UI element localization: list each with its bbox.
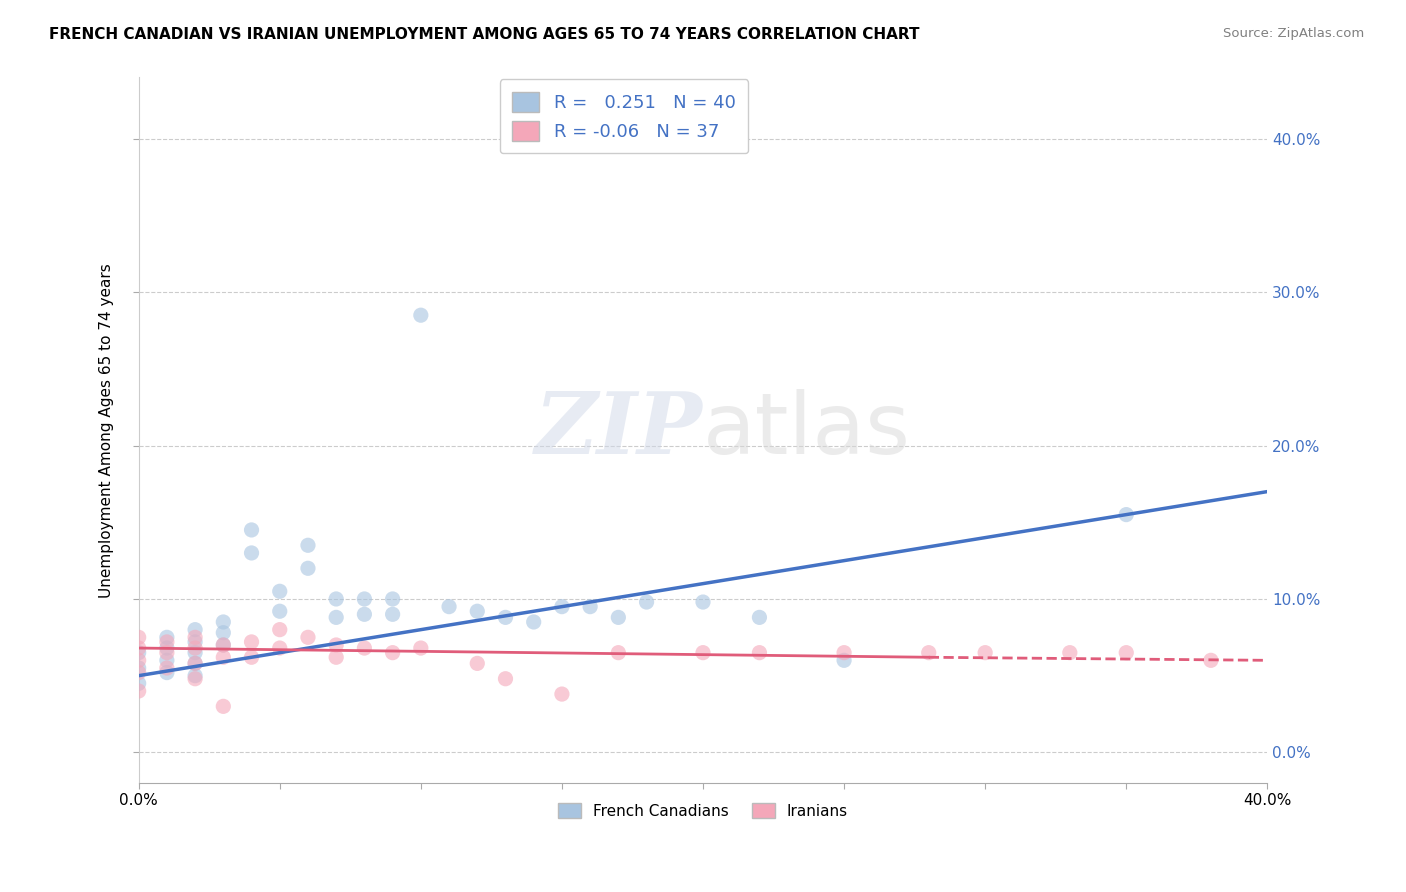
Text: atlas: atlas bbox=[703, 389, 911, 472]
Point bbox=[128, 641, 150, 656]
Point bbox=[325, 591, 347, 606]
Point bbox=[1115, 646, 1137, 660]
Point bbox=[409, 641, 432, 656]
Point bbox=[495, 610, 517, 624]
Point bbox=[269, 584, 291, 599]
Point bbox=[381, 607, 404, 622]
Point bbox=[128, 676, 150, 690]
Point bbox=[184, 657, 207, 671]
Point bbox=[156, 630, 179, 644]
Point bbox=[465, 657, 488, 671]
Legend: French Canadians, Iranians: French Canadians, Iranians bbox=[553, 797, 855, 825]
Point bbox=[409, 308, 432, 322]
Point bbox=[269, 641, 291, 656]
Point bbox=[297, 538, 319, 552]
Point bbox=[128, 630, 150, 644]
Point bbox=[128, 653, 150, 667]
Point bbox=[212, 625, 235, 640]
Point bbox=[269, 623, 291, 637]
Point bbox=[974, 646, 997, 660]
Point bbox=[551, 687, 574, 701]
Point bbox=[156, 665, 179, 680]
Text: Source: ZipAtlas.com: Source: ZipAtlas.com bbox=[1223, 27, 1364, 40]
Point bbox=[325, 638, 347, 652]
Point bbox=[184, 646, 207, 660]
Point bbox=[184, 672, 207, 686]
Point bbox=[156, 653, 179, 667]
Point bbox=[437, 599, 460, 614]
Point bbox=[184, 623, 207, 637]
Point bbox=[579, 599, 602, 614]
Point bbox=[692, 646, 714, 660]
Point bbox=[212, 638, 235, 652]
Point bbox=[184, 635, 207, 649]
Point bbox=[128, 684, 150, 698]
Point bbox=[353, 591, 375, 606]
Point bbox=[128, 661, 150, 675]
Point bbox=[128, 646, 150, 660]
Point bbox=[353, 641, 375, 656]
Point bbox=[353, 607, 375, 622]
Point bbox=[636, 595, 658, 609]
Point bbox=[607, 646, 630, 660]
Point bbox=[212, 699, 235, 714]
Point bbox=[832, 653, 855, 667]
Point bbox=[240, 546, 263, 560]
Point bbox=[748, 646, 770, 660]
Point bbox=[212, 615, 235, 629]
Point bbox=[325, 610, 347, 624]
Point bbox=[325, 650, 347, 665]
Point bbox=[748, 610, 770, 624]
Point bbox=[184, 641, 207, 656]
Point bbox=[240, 523, 263, 537]
Point bbox=[156, 641, 179, 656]
Point bbox=[918, 646, 941, 660]
Point bbox=[495, 672, 517, 686]
Point bbox=[212, 638, 235, 652]
Point bbox=[297, 630, 319, 644]
Point bbox=[240, 635, 263, 649]
Point bbox=[156, 661, 179, 675]
Point bbox=[128, 665, 150, 680]
Point bbox=[832, 646, 855, 660]
Point bbox=[184, 630, 207, 644]
Point bbox=[551, 599, 574, 614]
Point bbox=[240, 650, 263, 665]
Y-axis label: Unemployment Among Ages 65 to 74 years: Unemployment Among Ages 65 to 74 years bbox=[100, 263, 114, 598]
Point bbox=[381, 591, 404, 606]
Point bbox=[523, 615, 546, 629]
Point bbox=[184, 668, 207, 682]
Point bbox=[156, 635, 179, 649]
Point bbox=[184, 657, 207, 671]
Point bbox=[269, 604, 291, 618]
Point bbox=[156, 646, 179, 660]
Point bbox=[297, 561, 319, 575]
Point bbox=[1199, 653, 1222, 667]
Point bbox=[692, 595, 714, 609]
Point bbox=[1059, 646, 1081, 660]
Point bbox=[1115, 508, 1137, 522]
Text: FRENCH CANADIAN VS IRANIAN UNEMPLOYMENT AMONG AGES 65 TO 74 YEARS CORRELATION CH: FRENCH CANADIAN VS IRANIAN UNEMPLOYMENT … bbox=[49, 27, 920, 42]
Point bbox=[212, 650, 235, 665]
Point bbox=[607, 610, 630, 624]
Text: ZIP: ZIP bbox=[536, 389, 703, 472]
Point bbox=[381, 646, 404, 660]
Point bbox=[465, 604, 488, 618]
